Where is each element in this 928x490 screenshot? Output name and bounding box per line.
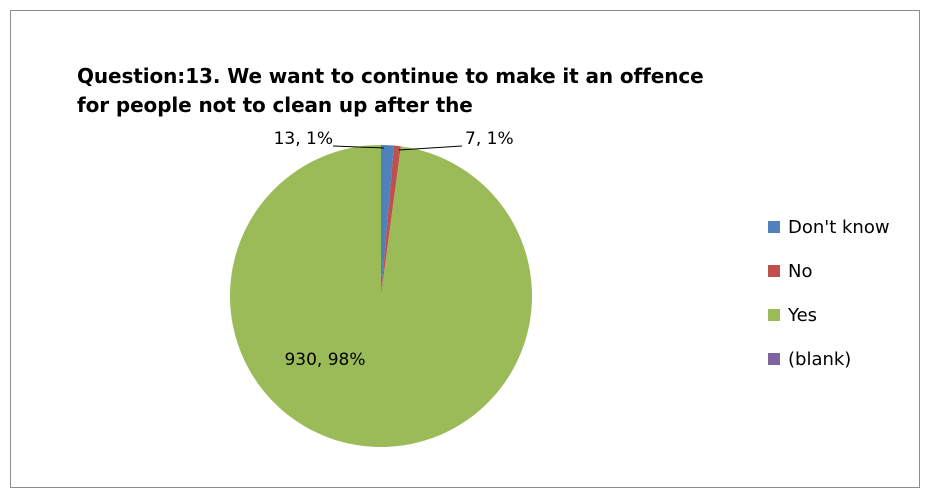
legend-item-no: No [768, 260, 890, 282]
data-label-don-t-know: 13, 1% [274, 129, 333, 149]
pie-slice-yes [230, 145, 532, 447]
data-label-yes: 930, 98% [284, 350, 365, 370]
legend-item-yes: Yes [768, 304, 890, 326]
leader-lines [332, 145, 463, 151]
chart-title: Question:13. We want to continue to make… [77, 62, 837, 120]
legend: Don't know No Yes (blank) [768, 216, 890, 392]
leader-line-don-t-know [332, 145, 385, 149]
chart-title-line-2: for people not to clean up after the [77, 93, 473, 117]
legend-item-dont-know: Don't know [768, 216, 890, 238]
legend-swatch-no [768, 265, 780, 277]
legend-swatch-yes [768, 309, 780, 321]
legend-item-blank: (blank) [768, 348, 890, 370]
legend-label-yes: Yes [788, 304, 818, 326]
chart-title-line-1: Question:13. We want to continue to make… [77, 64, 704, 88]
legend-swatch-blank [768, 353, 780, 365]
pie-slices [230, 145, 532, 447]
data-label-no: 7, 1% [465, 129, 514, 149]
pie-slice-don-t-know [381, 145, 394, 296]
legend-label-dont-know: Don't know [788, 216, 890, 238]
legend-label-no: No [788, 260, 813, 282]
legend-label-blank: (blank) [788, 348, 852, 370]
data-labels: 13, 1% 7, 1% 930, 98% [274, 129, 514, 370]
leader-line-no [398, 145, 463, 151]
pie-slice-no [381, 145, 401, 296]
legend-swatch-dont-know [768, 221, 780, 233]
